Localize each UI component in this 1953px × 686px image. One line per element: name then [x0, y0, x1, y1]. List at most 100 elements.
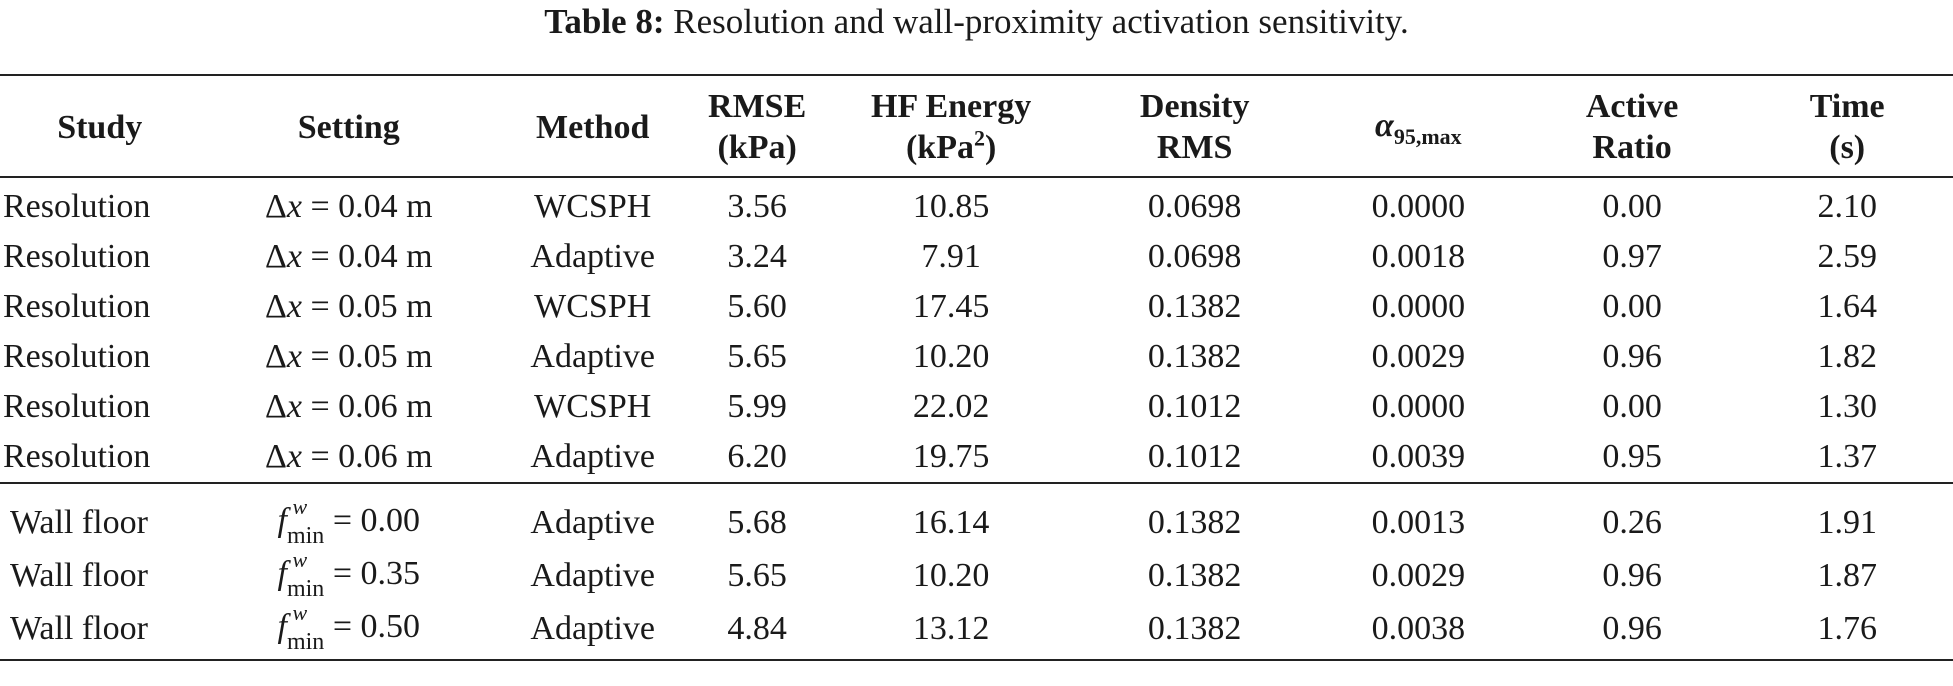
cell-method: Adaptive — [530, 609, 656, 647]
cell-setting: f w min = 0.35 — [199, 547, 498, 602]
cell-density-rms: 0.1382 — [1147, 556, 1242, 594]
header-ratio-line2: Ratio — [1592, 129, 1672, 166]
cell-study: Wall floor — [10, 609, 148, 647]
cell-density-rms: 0.0698 — [1147, 238, 1242, 275]
setting-value: = 0.05 m — [301, 288, 433, 325]
cell-study: Resolution — [3, 438, 151, 475]
setting-variable: x — [286, 238, 302, 275]
cell-method: Adaptive — [498, 482, 688, 549]
cell-hf-energy: 13.12 — [912, 609, 990, 647]
table-row: Wall floor f w min = 0.50 Adaptive 4.84 13.12 0… — [0, 600, 1953, 660]
cell-time: 1.91 — [1741, 482, 1953, 549]
table-caption: Table 8: Resolution and wall-proximity a… — [0, 0, 1953, 44]
table-row: Resolution Δx = 0.04 m Adaptive 3.24 7.91 0.0… — [0, 232, 1953, 282]
setting-f-superscript: w — [292, 600, 308, 625]
cell-rmse: 5.99 — [727, 388, 787, 425]
cell-active-ratio: 0.96 — [1602, 338, 1662, 375]
header-density-rms: Density RMS — [1075, 75, 1314, 178]
header-setting: Setting — [199, 75, 499, 178]
cell-density-rms: 0.1382 — [1147, 338, 1242, 375]
cell-active-ratio: 0.95 — [1602, 438, 1662, 475]
header-hf-line2-post: ) — [984, 129, 997, 166]
header-alpha-symbol: α — [1375, 107, 1394, 144]
cell-study: Resolution — [3, 388, 151, 425]
cell-density-rms: 0.0698 — [1147, 188, 1242, 225]
header-time: Time (s) — [1741, 75, 1953, 178]
cell-time: 2.10 — [1817, 188, 1877, 225]
cell-hf-energy: 10.20 — [912, 338, 990, 375]
cell-alpha: 0.0029 — [1371, 338, 1466, 375]
header-hf-superscript: 2 — [973, 125, 985, 151]
cell-active-ratio: 0.97 — [1602, 238, 1662, 275]
cell-time: 1.64 — [1817, 288, 1877, 325]
cell-active-ratio: 0.96 — [1602, 609, 1662, 647]
cell-study: Resolution — [3, 188, 151, 225]
cell-active-ratio: 0.96 — [1602, 556, 1662, 594]
cell-active-ratio: 0.00 — [1602, 288, 1662, 325]
cell-setting: Δx = 0.05 m — [199, 282, 498, 332]
cell-alpha: 0.0039 — [1371, 438, 1466, 475]
cell-density-rms: 0.1012 — [1147, 438, 1242, 475]
cell-hf-energy: 17.45 — [912, 288, 990, 325]
cell-time: 1.82 — [1817, 338, 1877, 375]
table-row: Resolution Δx = 0.06 m WCSPH 5.99 22.02 0.101… — [0, 382, 1953, 432]
table-row: Wall floor f w min = 0.00 Adaptive 5.68 16.14 0… — [0, 482, 1953, 549]
cell-alpha: 0.0000 — [1371, 388, 1466, 425]
cell-study: Wall floor — [10, 556, 148, 594]
setting-value: = 0.06 m — [301, 438, 433, 475]
cell-setting: Δx = 0.04 m — [199, 177, 498, 232]
cell-setting: f w min = 0.00 — [199, 482, 499, 549]
cell-alpha: 0.0000 — [1371, 288, 1466, 325]
cell-active-ratio: 0.26 — [1522, 482, 1742, 549]
setting-value: = 0.35 — [324, 555, 420, 592]
header-hf-energy: HF Energy (kPa2) — [826, 75, 1076, 178]
cell-rmse: 6.20 — [727, 438, 787, 475]
cell-time: 1.87 — [1817, 556, 1877, 594]
cell-study: Resolution — [3, 338, 151, 375]
cell-time: 1.76 — [1817, 609, 1877, 647]
cell-alpha: 0.0013 — [1313, 482, 1523, 549]
cell-method: Adaptive — [530, 438, 656, 475]
setting-delta: Δ — [264, 438, 287, 475]
cell-method: WCSPH — [534, 188, 652, 225]
table-row: Wall floor f w min = 0.35 Adaptive 5.65 10.20 0… — [0, 547, 1953, 602]
cell-hf-energy: 16.14 — [826, 482, 1076, 549]
cell-setting: Δx = 0.04 m — [199, 232, 498, 282]
cell-study: Resolution — [3, 238, 151, 275]
cell-density-rms: 0.1382 — [1147, 288, 1242, 325]
cell-setting: Δx = 0.06 m — [199, 432, 498, 483]
setting-delta: Δ — [264, 288, 287, 325]
cell-setting: Δx = 0.05 m — [199, 332, 498, 382]
setting-value: = 0.00 — [324, 502, 420, 539]
cell-active-ratio: 0.00 — [1602, 388, 1662, 425]
setting-variable: x — [286, 288, 302, 325]
table-row: Resolution Δx = 0.06 m Adaptive 6.20 19.75 0.… — [0, 432, 1953, 483]
cell-alpha: 0.0038 — [1371, 609, 1466, 647]
table-row: Resolution Δx = 0.04 m WCSPH 3.56 10.85 0.069… — [0, 177, 1953, 232]
caption-text: Resolution and wall-proximity activation… — [673, 2, 1409, 41]
cell-method: Adaptive — [530, 338, 656, 375]
cell-study: Wall floor — [0, 482, 200, 549]
table-body: Resolution Δx = 0.04 m WCSPH 3.56 10.85 0.069… — [0, 177, 1953, 660]
cell-method: WCSPH — [534, 288, 652, 325]
cell-rmse: 5.65 — [727, 338, 787, 375]
setting-f-symbol: f w min — [278, 547, 325, 602]
setting-f: f — [277, 608, 287, 645]
cell-density-rms: 0.1382 — [1147, 609, 1242, 647]
setting-delta: Δ — [264, 338, 287, 375]
cell-hf-energy: 22.02 — [912, 388, 990, 425]
cell-rmse: 5.65 — [727, 556, 787, 594]
header-rmse: RMSE (kPa) — [687, 75, 827, 178]
setting-f-superscript: w — [292, 547, 308, 572]
header-row: Study Setting Method RMSE (kPa) HF Energ… — [0, 75, 1953, 178]
cell-hf-energy: 19.75 — [912, 438, 990, 475]
results-table: Study Setting Method RMSE (kPa) HF Energ… — [0, 74, 1953, 661]
setting-value: = 0.50 — [324, 608, 420, 645]
setting-delta: Δ — [264, 188, 287, 225]
header-method: Method — [498, 75, 688, 178]
cell-density-rms: 0.1382 — [1075, 482, 1314, 549]
header-hf-line1: HF Energy — [871, 88, 1032, 125]
header-time-line2: (s) — [1829, 129, 1866, 166]
cell-rmse: 5.60 — [727, 288, 787, 325]
header-density-line1: Density — [1139, 88, 1250, 125]
